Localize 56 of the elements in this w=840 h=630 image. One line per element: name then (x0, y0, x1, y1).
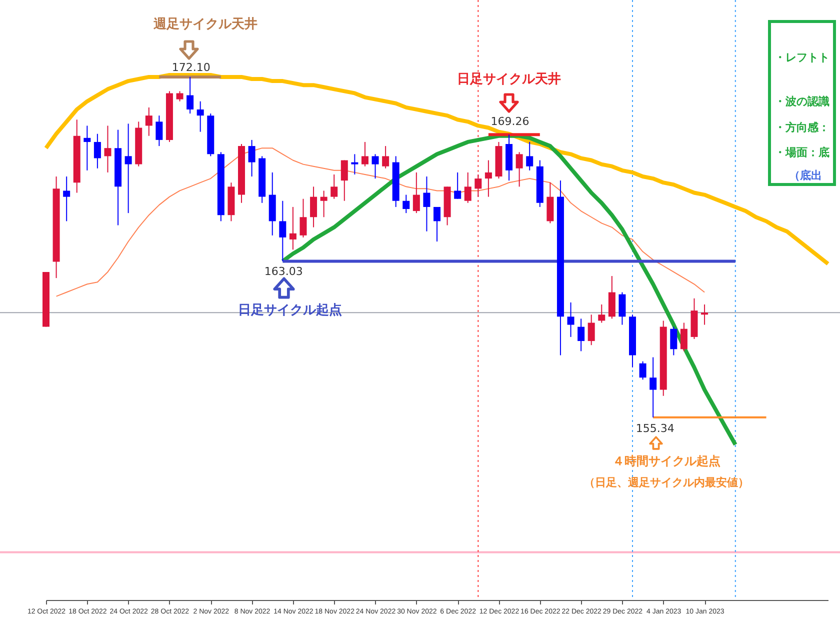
candlestick (279, 200, 286, 262)
candlestick (402, 194, 410, 214)
candlestick (650, 356, 657, 418)
annotation: 日足サイクル起点 (238, 303, 342, 318)
candlestick (464, 172, 472, 204)
candlestick (248, 139, 256, 177)
candlestick (526, 141, 534, 171)
candlestick (567, 302, 574, 338)
candlestick (340, 160, 348, 202)
candlestick (588, 314, 595, 346)
annotation: 日足サイクル天井 (457, 72, 562, 87)
annotation: 169.26 (490, 115, 530, 128)
candlestick (310, 186, 318, 228)
candlestick (598, 304, 606, 324)
candlestick (412, 172, 420, 214)
candlestick (196, 100, 204, 132)
text: ・レフトト (774, 51, 830, 64)
candlestick (176, 90, 184, 102)
annotation: ・波の認識 (774, 95, 830, 108)
candlestick (351, 154, 358, 175)
candlestick (578, 318, 585, 352)
candlestick (300, 198, 307, 238)
candlestick (84, 125, 91, 171)
candlestick (145, 106, 152, 136)
candlestick (484, 160, 492, 198)
candlestick (434, 206, 440, 242)
text: 172.10 (172, 61, 210, 74)
candlestick (423, 176, 430, 232)
candlestick (701, 304, 708, 326)
candlestick (320, 190, 328, 218)
text: 週足サイクル天井 (153, 17, 258, 32)
candlestick (186, 76, 194, 114)
candlestick (94, 133, 101, 169)
candlestick (454, 172, 462, 200)
annotation: ・方向感： (774, 121, 830, 134)
text: （日足、週足サイクル内最安値） (584, 476, 749, 489)
candlestick (670, 326, 678, 356)
annotation: （底出 (788, 169, 822, 182)
candlestick (330, 174, 338, 200)
candlestick (63, 176, 70, 222)
candlestick (516, 152, 523, 188)
candlestick (382, 146, 390, 169)
text: ４時間サイクル起点 (612, 454, 720, 468)
candlestick (124, 123, 132, 214)
text: 155.34 (636, 422, 674, 435)
candlestick (289, 206, 296, 250)
candlestick (474, 174, 482, 198)
candlestick (361, 141, 368, 167)
annotation: ・場面：底 (774, 146, 830, 159)
annotation: 163.03 (264, 265, 303, 278)
candlestick (156, 115, 163, 147)
candlestick (618, 292, 626, 326)
candlestick (372, 154, 379, 180)
candlestick (639, 360, 646, 380)
candlestick (104, 125, 112, 173)
candlestick (680, 322, 688, 352)
